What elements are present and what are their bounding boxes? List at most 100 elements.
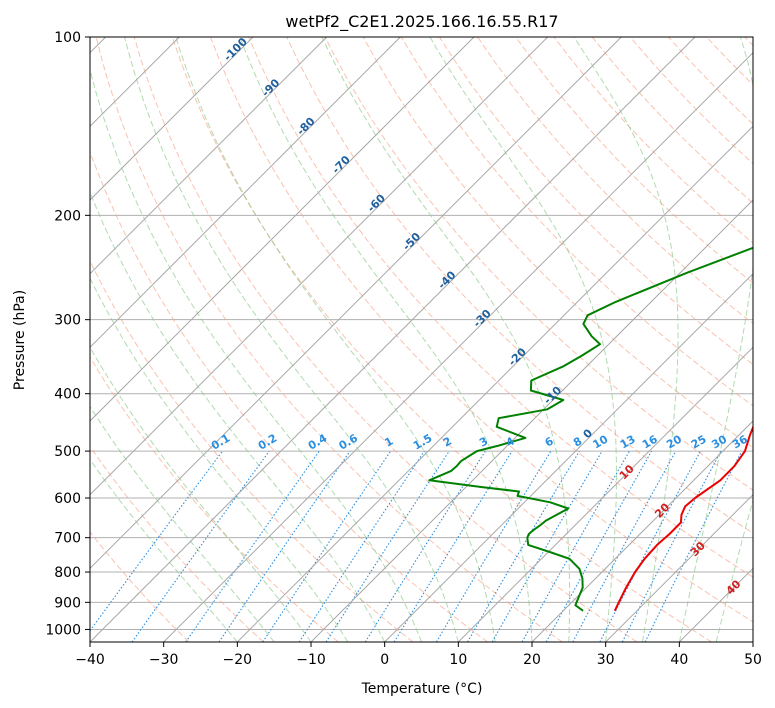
mixing-ratio-label: 25	[689, 433, 709, 452]
dry-adiabat-line	[744, 37, 753, 47]
isotherm-line	[236, 125, 753, 642]
moist-adiabat-line	[90, 277, 349, 642]
dry-adiabat-line	[515, 37, 753, 284]
isotherm-line	[531, 420, 753, 642]
isotherm-line	[90, 37, 401, 349]
x-tick-label: 30	[597, 652, 615, 668]
mixing-ratio-line	[521, 450, 630, 642]
mixing-ratio-label: 36	[730, 432, 750, 451]
isotherm-line	[90, 37, 549, 496]
mixing-ratio-line	[185, 450, 320, 642]
chart-title: wetPf2_C2E1.2025.166.16.55.R17	[285, 12, 558, 32]
mixing-ratio-label: 30	[709, 432, 729, 451]
dry-adiabat-line	[90, 150, 488, 642]
mixing-ratio-line	[435, 450, 552, 642]
mixing-ratio-line	[364, 450, 486, 642]
dry-adiabat-line	[90, 356, 339, 642]
moist-adiabat-line	[321, 37, 571, 642]
mixing-ratio-label: 0.1	[209, 432, 232, 453]
x-tick-label: −40	[75, 652, 105, 668]
mixing-ratio-label: 16	[640, 432, 660, 451]
y-tick-label: 600	[54, 491, 81, 507]
mixing-ratio-label: 0.4	[306, 431, 330, 452]
line-labels: -100-90-80-70-60-50-40-30-20-10010203040…	[209, 35, 750, 598]
x-tick-label: 40	[670, 652, 688, 668]
isotherm-line	[752, 641, 753, 642]
isotherm-label: -40	[435, 268, 458, 291]
dry-adiabat-line	[248, 37, 753, 578]
mixing-ratio-line	[131, 450, 270, 642]
moist-adiabat-line	[90, 190, 386, 642]
moist-adiabat-line	[90, 405, 275, 642]
y-axis-label: Pressure (hPa)	[12, 290, 28, 390]
y-tick-label: 400	[54, 387, 81, 403]
mixing-ratio-line	[218, 450, 351, 642]
dry-adiabat-line	[95, 37, 563, 642]
profile-lines	[428, 246, 753, 612]
mixing-ratio-line	[298, 450, 425, 642]
y-tick-label: 300	[54, 313, 81, 329]
dry-adiabat-line	[133, 37, 638, 642]
dry-adiabat-line	[90, 259, 414, 642]
background-lines	[90, 37, 753, 642]
isotherm-line	[310, 199, 753, 642]
isotherm-label: -10	[541, 384, 564, 407]
isotherm-line	[90, 37, 622, 570]
moist-adiabat-line	[429, 37, 617, 642]
moist-adiabat-line	[124, 37, 459, 642]
mixing-ratio-line	[621, 450, 722, 642]
y-tick-label: 500	[54, 444, 81, 460]
isotherm-label: -50	[400, 230, 423, 253]
isotherm-label: 10	[617, 462, 637, 482]
isotherm-label: -70	[330, 153, 353, 176]
dry-adiabat-line	[706, 37, 753, 86]
x-tick-label: −10	[296, 652, 326, 668]
x-tick-label: 0	[380, 652, 389, 668]
dry-adiabat-line	[210, 37, 753, 623]
mixing-ratio-label: 1	[382, 435, 395, 450]
y-tick-label: 800	[54, 565, 81, 581]
y-tick-label: 100	[54, 30, 81, 46]
dry-adiabat-line	[400, 37, 753, 407]
mixing-ratio-line	[572, 450, 677, 642]
mixing-ratio-line	[644, 450, 743, 642]
x-tick-label: −30	[149, 652, 179, 668]
x-tick-label: 10	[449, 652, 467, 668]
dry-adiabat-line	[668, 37, 753, 125]
mixing-ratio-label: 1.5	[411, 432, 434, 453]
isotherm-line	[163, 51, 753, 642]
x-tick-label: −20	[223, 652, 253, 668]
mixing-ratio-label: 13	[618, 433, 638, 452]
x-tick-label: 50	[744, 652, 762, 668]
isotherm-line	[90, 37, 475, 422]
isotherm-label: -90	[259, 76, 282, 99]
plot-frame	[89, 36, 754, 643]
moist-adiabat-line	[175, 37, 496, 642]
isotherm-label: -30	[471, 307, 494, 330]
isotherm-line	[457, 346, 753, 642]
x-axis-label: Temperature (°C)	[361, 681, 483, 697]
temperature-line	[613, 424, 753, 612]
mixing-ratio-line	[467, 450, 580, 642]
isotherm-label: -100	[221, 35, 250, 64]
moist-adiabat-line	[90, 346, 312, 642]
moist-adiabat-line	[90, 458, 238, 642]
y-tick-label: 1000	[45, 622, 81, 638]
mixing-ratio-line	[90, 450, 223, 632]
mixing-ratio-label: 8	[571, 435, 584, 450]
y-tick-label: 200	[54, 208, 81, 224]
x-tick-label: 20	[523, 652, 541, 668]
dry-adiabat-line	[438, 37, 753, 366]
y-tick-label: 900	[54, 595, 81, 611]
isotherm-line	[90, 37, 254, 201]
isotherm-label: 20	[652, 500, 672, 520]
mixing-ratio-line	[262, 450, 392, 642]
isotherm-label: -80	[294, 115, 317, 138]
moist-adiabat-line	[90, 67, 422, 642]
mixing-ratio-line	[325, 450, 450, 642]
isotherm-line	[90, 37, 328, 275]
mixing-ratio-line	[545, 450, 653, 642]
moist-adiabat-line	[239, 37, 533, 642]
dry-adiabat-line	[90, 531, 190, 642]
